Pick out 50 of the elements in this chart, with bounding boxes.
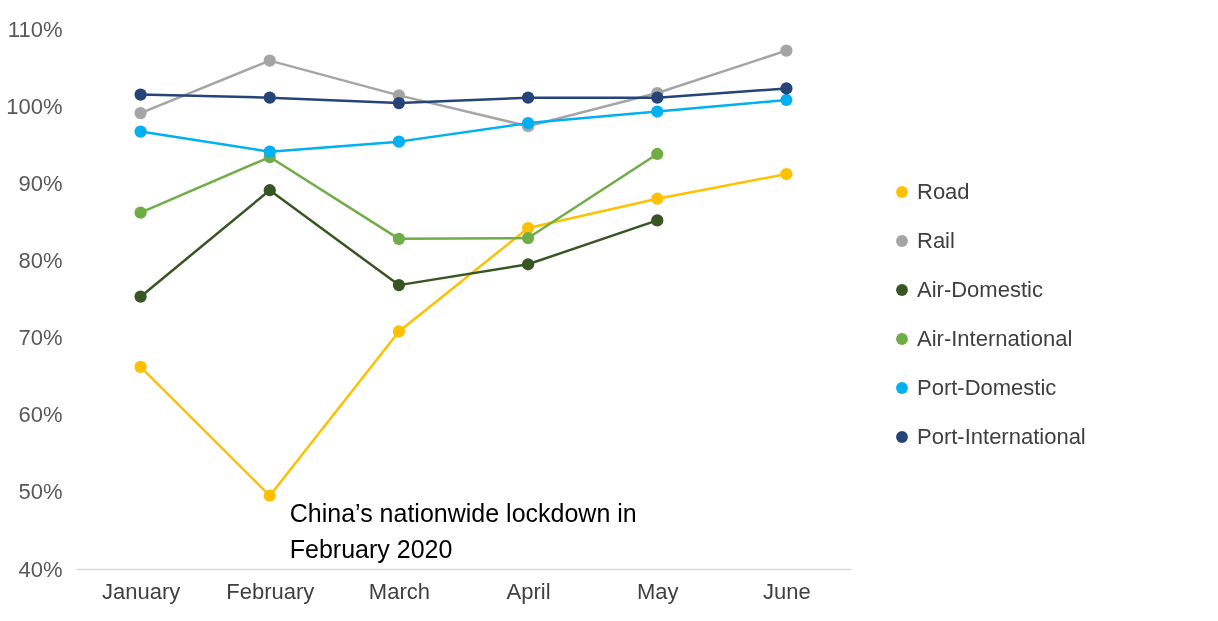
legend-label: Air-Domestic — [917, 277, 1043, 302]
legend-label: Port-International — [917, 424, 1086, 449]
point — [134, 125, 147, 138]
point — [134, 106, 147, 120]
legend-label: Road — [917, 179, 970, 204]
y-tick-label: 100% — [6, 93, 63, 119]
point — [521, 231, 535, 245]
point — [134, 360, 147, 373]
y-tick-label: 40% — [18, 556, 63, 582]
x-tick-label: January — [101, 578, 181, 604]
x-tick-label: March — [368, 578, 430, 604]
point — [780, 82, 793, 95]
y-tick-label: 110% — [7, 16, 63, 42]
point — [134, 206, 147, 219]
point — [651, 214, 664, 227]
point — [392, 279, 406, 292]
legend-label: Rail — [917, 228, 955, 253]
point — [134, 290, 147, 303]
y-tick-label: 50% — [18, 479, 63, 505]
point — [780, 93, 793, 107]
point — [521, 258, 535, 271]
y-tick-label: 70% — [18, 325, 63, 351]
point — [392, 325, 406, 338]
point — [651, 192, 664, 205]
point — [134, 88, 147, 101]
point — [651, 105, 664, 118]
point — [521, 91, 535, 104]
point — [263, 184, 276, 197]
point — [263, 489, 276, 502]
y-tick-label: 60% — [18, 402, 63, 428]
point — [651, 147, 664, 161]
point — [392, 96, 406, 110]
y-tick-label: 80% — [18, 247, 63, 273]
x-tick-label: April — [506, 578, 551, 604]
x-tick-label: May — [636, 578, 679, 604]
y-tick-label: 90% — [18, 170, 63, 196]
point — [263, 145, 276, 158]
point — [263, 54, 276, 67]
point — [263, 91, 276, 104]
point — [392, 135, 406, 148]
point — [651, 91, 664, 104]
annotation: China’s nationwide lockdown in February 2020 — [289, 498, 637, 563]
x-tick-label: June — [763, 578, 811, 604]
legend-label: Port-Domestic — [917, 375, 1057, 400]
x-tick-label: February — [226, 578, 315, 604]
point — [780, 44, 793, 57]
legend-label: Air-International — [917, 326, 1073, 351]
point — [521, 221, 535, 235]
point — [392, 232, 406, 245]
point — [780, 167, 793, 181]
